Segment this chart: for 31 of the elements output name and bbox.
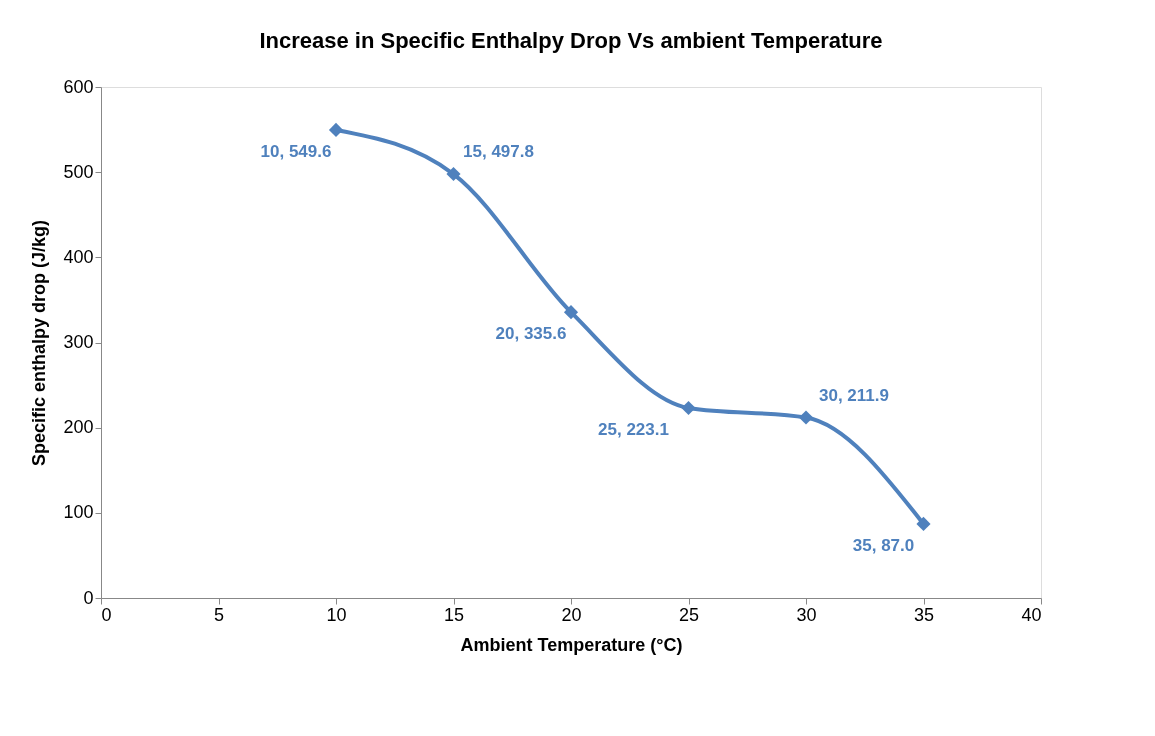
x-tick-label: 0: [101, 604, 112, 625]
x-tick-label: 30: [796, 604, 817, 625]
data-label: 25, 223.1: [598, 419, 669, 439]
data-label: 35, 87.0: [852, 535, 915, 555]
y-tick-label: 600: [63, 76, 94, 97]
x-tick-label: 35: [913, 604, 935, 625]
x-tick-label: 15: [443, 604, 465, 625]
point: [446, 166, 461, 182]
point: [563, 305, 579, 320]
point: [328, 122, 344, 137]
y-tick-label: 100: [63, 502, 94, 523]
data-label: 10, 549.6: [260, 141, 332, 161]
y-tick-label: 500: [63, 161, 94, 182]
point: [681, 400, 696, 416]
chart-title: Increase in Specific Enthalpy Drop Vs ambient Temperature: [259, 28, 883, 53]
y-tick-label: 300: [63, 332, 94, 352]
x-tick-label: 10: [326, 604, 347, 625]
x-tick-label: 25: [678, 604, 700, 625]
data-label: 20, 335.6: [495, 324, 567, 344]
point: [798, 410, 814, 425]
y-axis-title: Specific enthalpy drop (J/kg): [29, 219, 50, 467]
data-label: 30, 211.9: [819, 385, 889, 405]
x-tick-label: 5: [213, 604, 225, 625]
point: [916, 516, 931, 531]
x-tick-label: 40: [1021, 604, 1042, 625]
y-tick-label: 0: [83, 587, 94, 608]
y-tick-label: 200: [63, 417, 94, 438]
data-label: 15, 497.8: [463, 142, 534, 162]
x-tick-label: 20: [561, 604, 582, 625]
y-tick-label: 400: [63, 246, 94, 267]
x-axis-title: Ambient Temperature (°C): [460, 634, 683, 655]
